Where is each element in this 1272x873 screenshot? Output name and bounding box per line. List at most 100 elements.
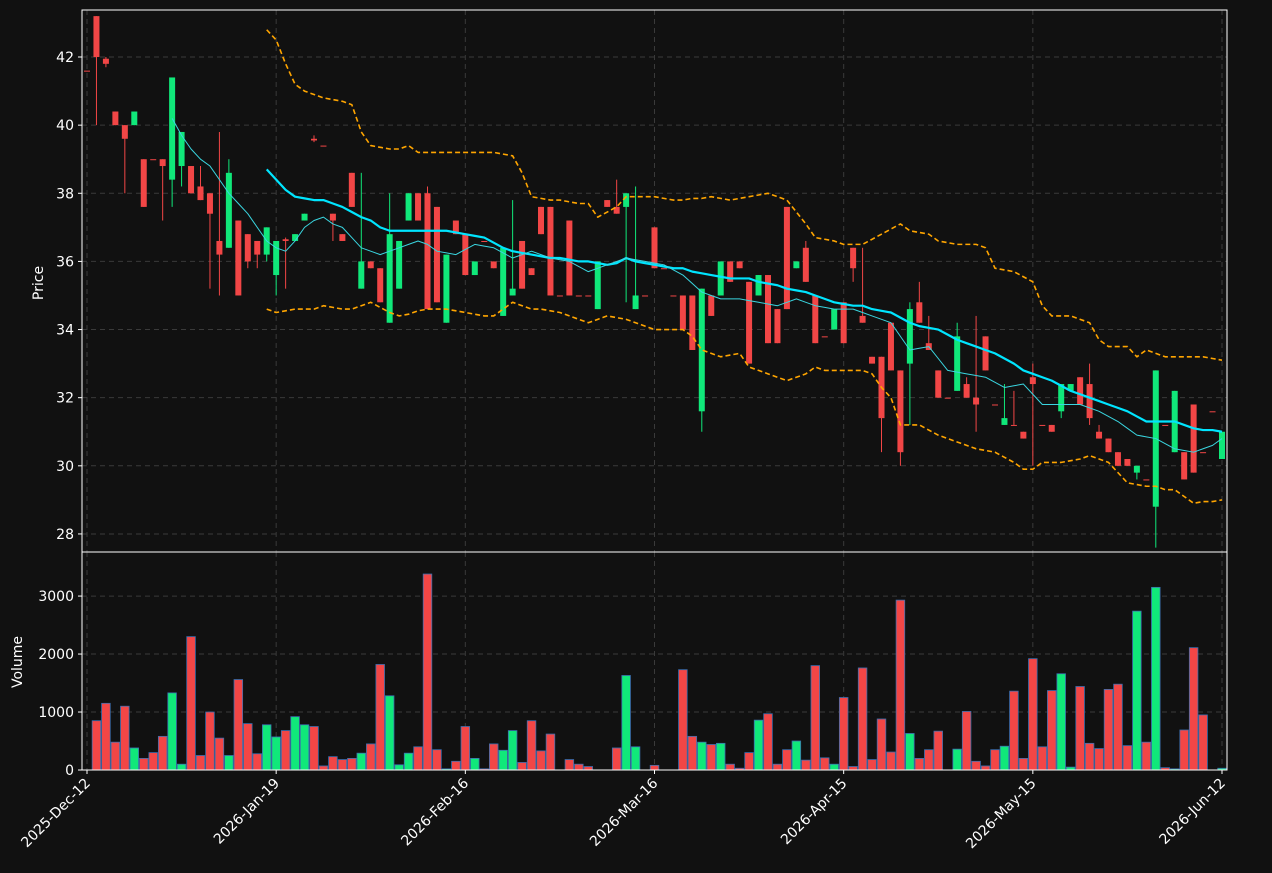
candle-body bbox=[869, 356, 876, 364]
volume-bar bbox=[470, 758, 480, 771]
candle-body bbox=[1001, 418, 1008, 425]
candle-body bbox=[651, 227, 658, 269]
candle-body bbox=[604, 200, 611, 207]
volume-bar bbox=[583, 766, 593, 771]
volume-bar bbox=[262, 724, 272, 771]
candle-body bbox=[632, 295, 639, 310]
candle-body bbox=[254, 240, 261, 255]
candle-body bbox=[188, 166, 195, 194]
volume-bar bbox=[574, 763, 584, 771]
volume-bar bbox=[838, 697, 849, 771]
candle-body bbox=[793, 261, 800, 269]
volume-bar bbox=[1132, 610, 1142, 771]
volume-bar bbox=[1028, 658, 1038, 771]
volume-bar bbox=[91, 720, 102, 771]
candle-body bbox=[746, 281, 753, 364]
volume-bar bbox=[517, 762, 527, 771]
volume-bar bbox=[914, 758, 925, 771]
candle-body bbox=[1010, 424, 1017, 426]
volume-bar bbox=[403, 752, 414, 771]
volume-bar bbox=[961, 711, 972, 771]
volume-bar bbox=[489, 743, 499, 771]
volume-bar bbox=[526, 720, 537, 771]
candle-body bbox=[717, 261, 724, 296]
volume-bar bbox=[129, 747, 139, 771]
candle-body bbox=[935, 370, 942, 398]
volume-bar bbox=[186, 636, 196, 771]
candle-body bbox=[1209, 411, 1216, 413]
candle-body bbox=[1077, 377, 1084, 405]
candle-body bbox=[556, 295, 563, 297]
volume-bar bbox=[848, 766, 858, 771]
candle-body bbox=[519, 240, 526, 289]
volume-bar bbox=[801, 759, 811, 771]
candle-body bbox=[1162, 424, 1169, 426]
volume-bar bbox=[876, 718, 887, 771]
volume-bar bbox=[1056, 673, 1066, 771]
candle-body bbox=[216, 240, 223, 255]
candle-body bbox=[396, 240, 403, 289]
candle-body bbox=[386, 234, 393, 323]
volume-bar bbox=[611, 747, 622, 771]
volume-bar bbox=[299, 724, 310, 771]
candle-body bbox=[736, 261, 743, 269]
candle-body bbox=[821, 336, 828, 338]
volume-bar bbox=[753, 719, 764, 771]
candle-body bbox=[1039, 424, 1046, 426]
candle-body bbox=[197, 186, 204, 201]
volume-frame bbox=[81, 551, 1228, 771]
candle-body bbox=[1133, 465, 1140, 473]
candle-body bbox=[424, 193, 431, 310]
candle-body bbox=[698, 288, 705, 412]
candle-body bbox=[708, 295, 715, 316]
indicator-line bbox=[266, 301, 1223, 505]
candle-body bbox=[1096, 431, 1103, 439]
volume-bar bbox=[243, 723, 253, 771]
volume-bar bbox=[1113, 683, 1123, 771]
volume-bar bbox=[394, 764, 404, 771]
indicator-line bbox=[266, 29, 1223, 361]
candle-body bbox=[973, 397, 980, 405]
indicator-line bbox=[171, 118, 1223, 453]
y-tick-label: 42 bbox=[56, 50, 74, 66]
candle-body bbox=[1114, 452, 1121, 466]
volume-bar bbox=[214, 737, 225, 771]
candle-body bbox=[206, 193, 213, 214]
volume-bar bbox=[375, 664, 385, 771]
candle-body bbox=[358, 261, 365, 289]
candle-body bbox=[1181, 452, 1188, 480]
candle-body bbox=[689, 295, 696, 350]
volume-bar bbox=[820, 757, 830, 771]
candle-body bbox=[1124, 458, 1131, 466]
volume-bar bbox=[1018, 758, 1029, 771]
volume-bar bbox=[716, 742, 726, 771]
y-tick-label: 0 bbox=[65, 763, 74, 779]
volume-bar bbox=[157, 735, 168, 771]
volume-bar bbox=[176, 763, 187, 771]
candle-body bbox=[273, 240, 280, 276]
volume-bar bbox=[120, 705, 130, 771]
candle-body bbox=[727, 261, 734, 282]
candle-body bbox=[566, 220, 573, 296]
volume-bar bbox=[1094, 748, 1104, 771]
candle-body bbox=[84, 70, 90, 72]
volume-bar bbox=[630, 746, 641, 771]
volume-bar bbox=[895, 599, 906, 771]
volume-bar bbox=[1009, 690, 1019, 771]
volume-bar bbox=[905, 733, 915, 771]
candle-body bbox=[538, 206, 544, 235]
y-tick-label: 28 bbox=[56, 527, 74, 543]
candle-body bbox=[765, 275, 771, 344]
volume-bar bbox=[545, 733, 556, 771]
volume-bar bbox=[687, 735, 698, 771]
candle-body bbox=[802, 247, 809, 282]
candle-body bbox=[992, 404, 998, 406]
candle-body bbox=[670, 295, 677, 297]
candle-body bbox=[169, 77, 176, 180]
candle-body bbox=[102, 58, 109, 64]
volume-bar bbox=[384, 695, 395, 771]
volume-bar bbox=[290, 716, 300, 771]
candle-body bbox=[405, 193, 412, 221]
candle-body bbox=[679, 295, 686, 330]
volume-bar bbox=[791, 740, 802, 771]
